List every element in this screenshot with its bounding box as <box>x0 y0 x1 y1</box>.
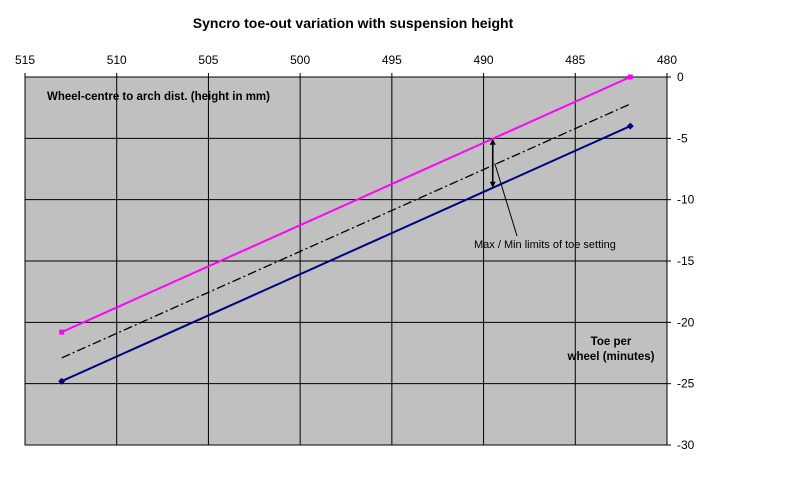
range-arrow-head-bottom <box>489 181 496 188</box>
x-tick-label: 500 <box>290 53 310 67</box>
series-point-1 <box>627 74 633 80</box>
x-axis-label: Wheel-centre to arch dist. (height in mm… <box>47 91 270 103</box>
annotation-layer <box>489 138 518 237</box>
y-tick-label: -15 <box>677 254 695 268</box>
x-tick-label: 505 <box>198 53 218 67</box>
x-tick-label: 510 <box>107 53 127 67</box>
x-tick-label: 480 <box>657 53 677 67</box>
annotation-text: Max / Min limits of toe setting <box>474 239 616 251</box>
y-axis-label-line-1: Toe per <box>591 336 632 348</box>
series-line-2 <box>61 103 631 359</box>
y-tick-label: -25 <box>677 377 695 391</box>
y-tick-label: -10 <box>677 193 695 207</box>
y-tick-label: -5 <box>677 131 688 145</box>
x-tick-label: 485 <box>565 53 585 67</box>
x-tick-label: 495 <box>382 53 402 67</box>
y-tick-label: 0 <box>677 70 684 84</box>
y-tick-labels: 0 -5 -10 -15 -20 -25 -30 <box>677 70 695 452</box>
y-tick-label: -30 <box>677 438 695 452</box>
y-axis-label-line-2: wheel (minutes) <box>567 351 655 363</box>
x-tick-label: 490 <box>474 53 494 67</box>
series-point-3 <box>58 377 66 385</box>
series-point-1 <box>59 329 65 335</box>
y-tick-label: -20 <box>677 315 695 329</box>
annotation-leader-line <box>494 163 518 237</box>
chart-title: Syncro toe-out variation with suspension… <box>193 15 514 31</box>
x-tick-label: 515 <box>15 53 35 67</box>
range-arrow-head-top <box>489 138 496 145</box>
plot-area <box>24 73 671 446</box>
series-line-1 <box>61 76 631 334</box>
series-layer <box>58 74 634 385</box>
series-line-3 <box>61 125 631 383</box>
series-point-3 <box>626 122 634 130</box>
x-tick-labels: 515 510 505 500 495 490 485 480 <box>15 53 677 67</box>
